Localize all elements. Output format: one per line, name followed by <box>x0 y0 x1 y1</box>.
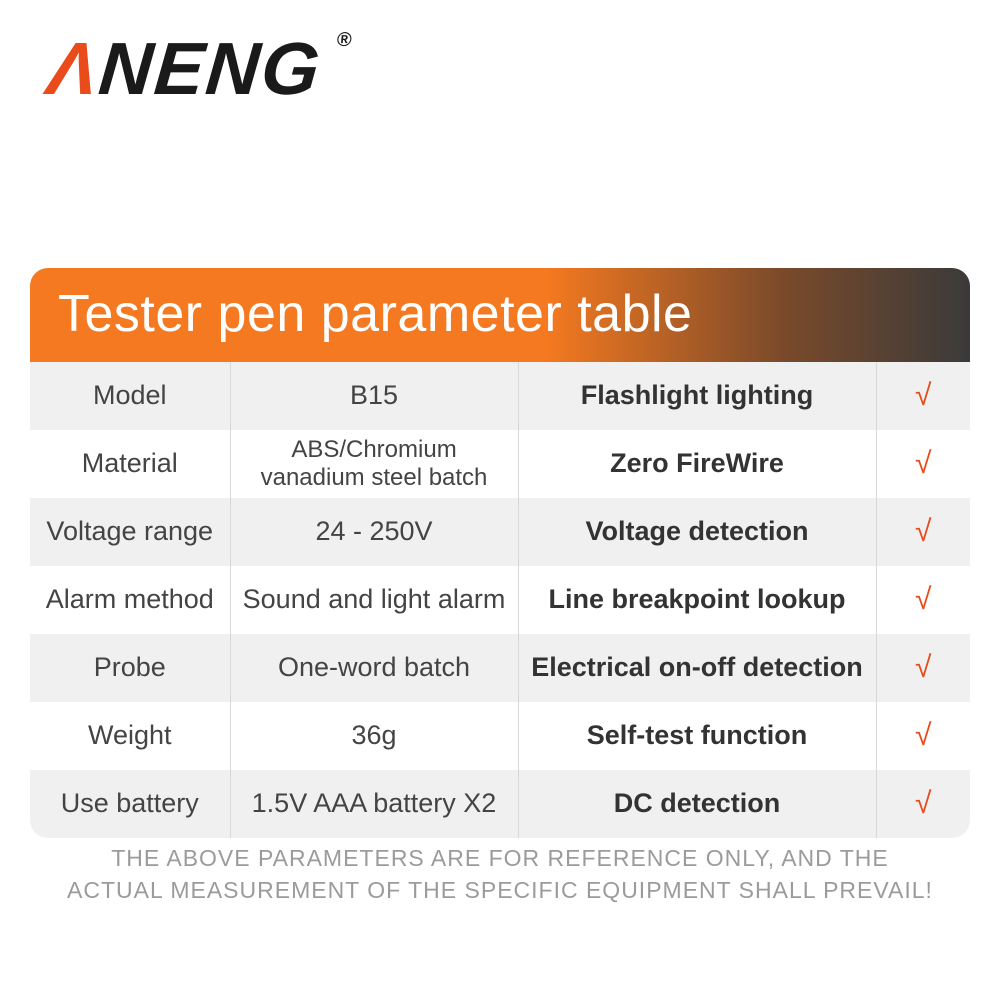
param-value: ABS/Chromiumvanadium steel batch <box>230 430 518 498</box>
param-label: Model <box>30 362 230 430</box>
param-value: One-word batch <box>230 634 518 702</box>
disclaimer-text: THE ABOVE PARAMETERS ARE FOR REFERENCE O… <box>0 842 1000 906</box>
table-row: Alarm methodSound and light alarmLine br… <box>30 566 970 634</box>
feature-label: Voltage detection <box>518 498 876 566</box>
check-icon: √ <box>876 498 970 566</box>
param-value: 36g <box>230 702 518 770</box>
table-row: MaterialABS/Chromiumvanadium steel batch… <box>30 430 970 498</box>
brand-rest: NENG <box>96 27 325 110</box>
param-value: Sound and light alarm <box>230 566 518 634</box>
table-row: ModelB15Flashlight lighting√ <box>30 362 970 430</box>
check-icon: √ <box>876 702 970 770</box>
table-row: Voltage range24 - 250VVoltage detection√ <box>30 498 970 566</box>
param-label: Weight <box>30 702 230 770</box>
brand-accent-letter: Λ <box>44 27 103 110</box>
param-label: Use battery <box>30 770 230 838</box>
param-label: Voltage range <box>30 498 230 566</box>
table-row: Weight36gSelf-test function√ <box>30 702 970 770</box>
check-icon: √ <box>876 634 970 702</box>
check-icon: √ <box>876 430 970 498</box>
feature-label: Self-test function <box>518 702 876 770</box>
feature-label: Flashlight lighting <box>518 362 876 430</box>
feature-label: Line breakpoint lookup <box>518 566 876 634</box>
brand-logo: ΛNENG ® <box>48 32 321 106</box>
param-value: 1.5V AAA battery X2 <box>230 770 518 838</box>
table-row: ProbeOne-word batchElectrical on-off det… <box>30 634 970 702</box>
feature-label: Zero FireWire <box>518 430 876 498</box>
param-label: Probe <box>30 634 230 702</box>
parameter-table: ModelB15Flashlight lighting√MaterialABS/… <box>30 362 970 838</box>
check-icon: √ <box>876 566 970 634</box>
registered-icon: ® <box>336 30 354 50</box>
brand-text: ΛNENG ® <box>45 32 325 106</box>
param-value: B15 <box>230 362 518 430</box>
check-icon: √ <box>876 362 970 430</box>
parameter-table-container: Tester pen parameter table ModelB15Flash… <box>30 268 970 838</box>
param-label: Material <box>30 430 230 498</box>
param-value: 24 - 250V <box>230 498 518 566</box>
check-icon: √ <box>876 770 970 838</box>
feature-label: DC detection <box>518 770 876 838</box>
table-row: Use battery1.5V AAA battery X2DC detecti… <box>30 770 970 838</box>
table-title: Tester pen parameter table <box>30 268 970 362</box>
param-label: Alarm method <box>30 566 230 634</box>
feature-label: Electrical on-off detection <box>518 634 876 702</box>
